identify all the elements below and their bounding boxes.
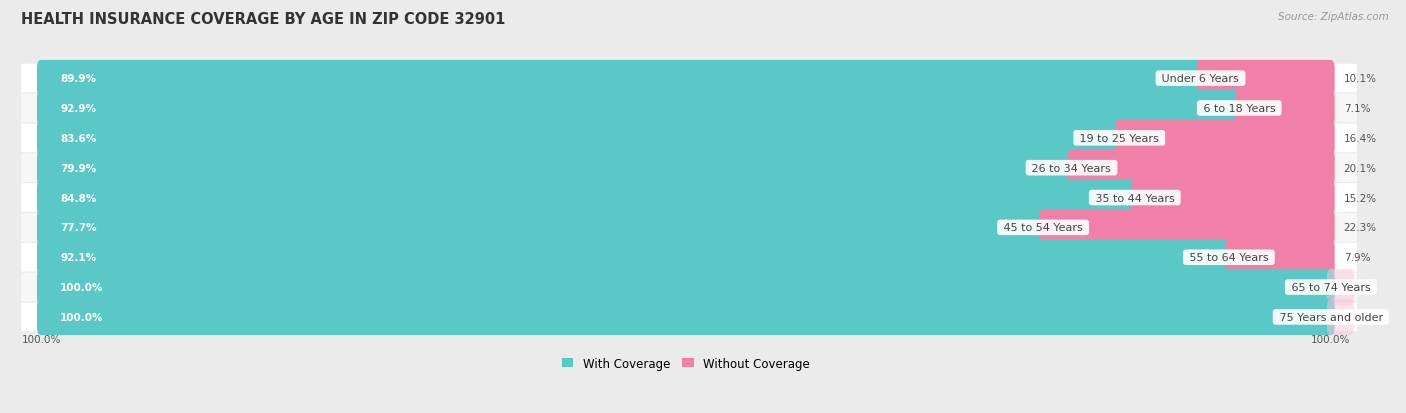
FancyBboxPatch shape (21, 214, 1364, 242)
FancyBboxPatch shape (37, 120, 1123, 157)
FancyBboxPatch shape (1115, 120, 1334, 157)
Text: 79.9%: 79.9% (60, 163, 96, 173)
FancyBboxPatch shape (1236, 90, 1334, 127)
Text: 92.1%: 92.1% (60, 253, 96, 263)
Text: 77.7%: 77.7% (60, 223, 97, 233)
Text: Under 6 Years: Under 6 Years (1159, 74, 1243, 84)
FancyBboxPatch shape (21, 243, 1364, 272)
Text: 89.9%: 89.9% (60, 74, 96, 84)
Text: 92.9%: 92.9% (60, 104, 96, 114)
FancyBboxPatch shape (37, 269, 1334, 306)
FancyBboxPatch shape (37, 180, 1139, 216)
FancyBboxPatch shape (1327, 299, 1354, 335)
Text: 100.0%: 100.0% (60, 312, 104, 322)
FancyBboxPatch shape (1197, 61, 1334, 97)
FancyBboxPatch shape (37, 150, 1076, 186)
Text: 0.0%: 0.0% (1344, 312, 1369, 322)
FancyBboxPatch shape (1225, 240, 1334, 276)
FancyBboxPatch shape (21, 184, 1364, 212)
Text: 83.6%: 83.6% (60, 133, 97, 143)
Text: 7.9%: 7.9% (1344, 253, 1371, 263)
Text: 22.3%: 22.3% (1344, 223, 1376, 233)
Text: 6 to 18 Years: 6 to 18 Years (1199, 104, 1279, 114)
Text: 75 Years and older: 75 Years and older (1275, 312, 1386, 322)
FancyBboxPatch shape (1039, 210, 1334, 246)
FancyBboxPatch shape (37, 299, 1334, 335)
Text: HEALTH INSURANCE COVERAGE BY AGE IN ZIP CODE 32901: HEALTH INSURANCE COVERAGE BY AGE IN ZIP … (21, 12, 506, 27)
FancyBboxPatch shape (1327, 269, 1354, 306)
FancyBboxPatch shape (37, 210, 1047, 246)
FancyBboxPatch shape (21, 124, 1364, 153)
Text: Source: ZipAtlas.com: Source: ZipAtlas.com (1278, 12, 1389, 22)
FancyBboxPatch shape (1130, 180, 1334, 216)
FancyBboxPatch shape (21, 95, 1364, 123)
Text: 26 to 34 Years: 26 to 34 Years (1028, 163, 1115, 173)
Legend: With Coverage, Without Coverage: With Coverage, Without Coverage (561, 357, 810, 370)
Text: 19 to 25 Years: 19 to 25 Years (1076, 133, 1163, 143)
Text: 10.1%: 10.1% (1344, 74, 1376, 84)
Text: 35 to 44 Years: 35 to 44 Years (1091, 193, 1178, 203)
FancyBboxPatch shape (21, 273, 1364, 301)
Text: 100.0%: 100.0% (1310, 335, 1350, 344)
Text: 20.1%: 20.1% (1344, 163, 1376, 173)
Text: 45 to 54 Years: 45 to 54 Years (1000, 223, 1087, 233)
FancyBboxPatch shape (37, 90, 1243, 127)
Text: 0.0%: 0.0% (1344, 282, 1369, 292)
Text: 100.0%: 100.0% (60, 282, 104, 292)
FancyBboxPatch shape (21, 303, 1364, 332)
Text: 100.0%: 100.0% (21, 335, 60, 344)
Text: 7.1%: 7.1% (1344, 104, 1371, 114)
Text: 65 to 74 Years: 65 to 74 Years (1288, 282, 1374, 292)
FancyBboxPatch shape (37, 61, 1205, 97)
Text: 55 to 64 Years: 55 to 64 Years (1185, 253, 1272, 263)
Text: 15.2%: 15.2% (1344, 193, 1376, 203)
FancyBboxPatch shape (21, 65, 1364, 93)
Text: 84.8%: 84.8% (60, 193, 97, 203)
FancyBboxPatch shape (21, 154, 1364, 183)
FancyBboxPatch shape (1067, 150, 1334, 186)
Text: 16.4%: 16.4% (1344, 133, 1376, 143)
FancyBboxPatch shape (37, 240, 1233, 276)
